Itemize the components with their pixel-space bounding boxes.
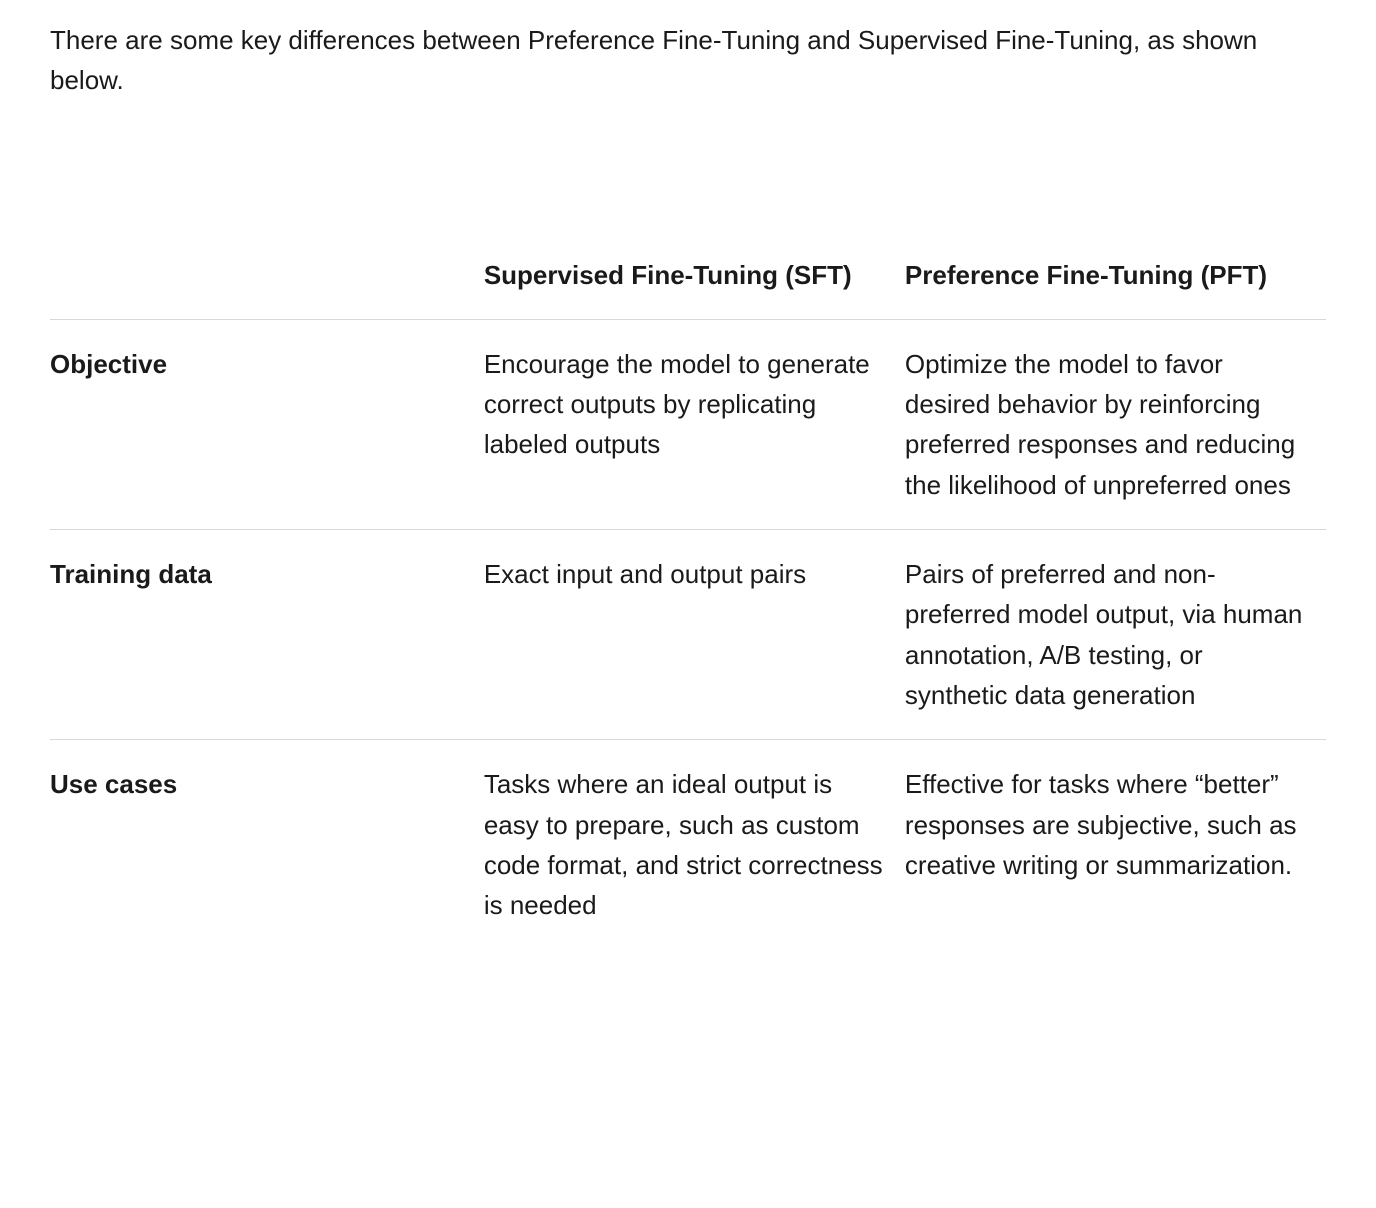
table-row: Training data Exact input and output pai… [50, 530, 1326, 740]
table-header-sft: Supervised Fine-Tuning (SFT) [484, 231, 905, 320]
row-label-use-cases: Use cases [50, 740, 484, 950]
table-header-pft: Preference Fine-Tuning (PFT) [905, 231, 1326, 320]
cell-use-cases-pft: Effective for tasks where “better” respo… [905, 740, 1326, 950]
row-label-training-data: Training data [50, 530, 484, 740]
table-row: Objective Encourage the model to generat… [50, 319, 1326, 529]
comparison-table: Supervised Fine-Tuning (SFT) Preference … [50, 231, 1326, 950]
cell-training-data-pft: Pairs of preferred and non-preferred mod… [905, 530, 1326, 740]
table-header-empty [50, 231, 484, 320]
cell-use-cases-sft: Tasks where an ideal output is easy to p… [484, 740, 905, 950]
cell-objective-sft: Encourage the model to generate correct … [484, 319, 905, 529]
table-header-row: Supervised Fine-Tuning (SFT) Preference … [50, 231, 1326, 320]
table-row: Use cases Tasks where an ideal output is… [50, 740, 1326, 950]
row-label-objective: Objective [50, 319, 484, 529]
cell-objective-pft: Optimize the model to favor desired beha… [905, 319, 1326, 529]
intro-paragraph: There are some key differences between P… [50, 20, 1326, 101]
cell-training-data-sft: Exact input and output pairs [484, 530, 905, 740]
